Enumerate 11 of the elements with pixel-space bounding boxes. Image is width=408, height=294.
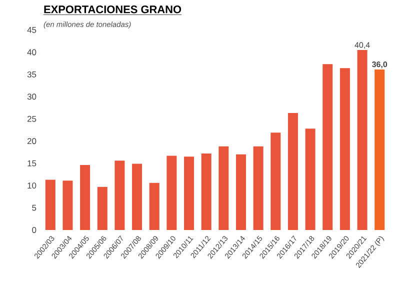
y-tick-label: 0	[32, 227, 36, 233]
y-tick-label: 40	[27, 49, 36, 56]
y-tick-label: 5	[32, 204, 36, 211]
y-tick-label: 20	[27, 138, 36, 144]
y-tick-label: 25	[27, 116, 36, 122]
chart-title: EXPORTACIONES GRANO	[44, 6, 182, 14]
y-tick-label: 10	[28, 182, 36, 189]
y-tick-label: 45	[27, 27, 36, 33]
y-tick-label: 30	[27, 94, 36, 100]
y-tick-label: 15	[28, 160, 36, 166]
y-tick-label: 35	[27, 71, 36, 78]
